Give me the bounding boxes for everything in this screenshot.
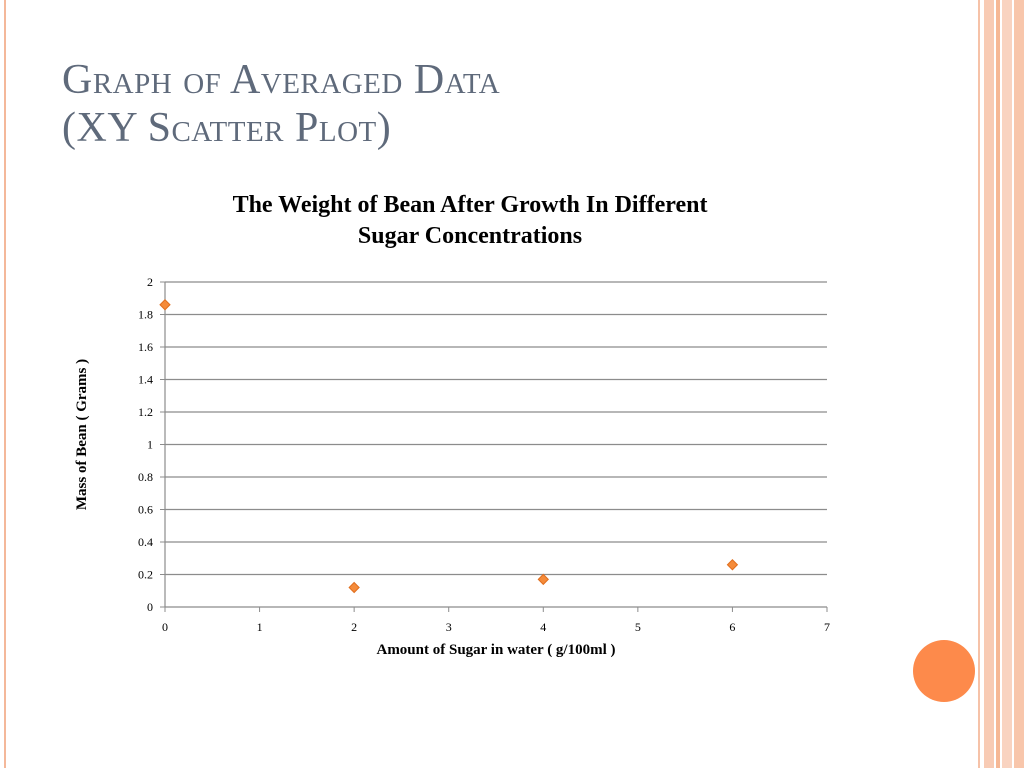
data-point	[537, 573, 549, 586]
y-tick-label: 1	[147, 438, 153, 452]
x-tick-label: 2	[351, 620, 357, 634]
right-decorative-stripes	[978, 0, 1024, 768]
slide-title-line-1: Graph of Averaged Data	[62, 57, 501, 103]
x-axis-label: Amount of Sugar in water ( g/100ml )	[376, 642, 615, 658]
data-point	[348, 581, 360, 594]
data-point	[159, 299, 171, 311]
y-tick-label: 0.2	[138, 568, 153, 582]
y-tick-label: 0	[147, 600, 153, 614]
y-tick-label: 1.4	[138, 373, 153, 387]
x-tick-label: 6	[729, 620, 735, 634]
x-tick-label: 3	[446, 620, 452, 634]
y-tick-label: 0.4	[138, 535, 153, 549]
y-tick-label: 0.8	[138, 470, 153, 484]
chart-title-line-2: Sugar Concentrations	[357, 223, 583, 249]
y-tick-label: 1.6	[138, 340, 153, 354]
x-tick-label: 4	[540, 620, 546, 634]
x-tick-label: 7	[824, 620, 830, 634]
y-tick-label: 0.6	[138, 503, 153, 517]
x-tick-label: 1	[257, 620, 263, 634]
chart-title-line-1: The Weight of Bean After Growth In Diffe…	[232, 192, 708, 218]
y-tick-label: 2	[147, 275, 153, 289]
slide-title-line-2: (XY Scatter Plot)	[62, 105, 392, 151]
y-axis-label: Mass of Bean ( Grams )	[74, 359, 90, 510]
data-point	[726, 559, 739, 571]
slide-title: Graph of Averaged Data (XY Scatter Plot)	[62, 56, 500, 152]
y-tick-label: 1.2	[138, 405, 153, 419]
chart-title: The Weight of Bean After Growth In Diffe…	[140, 190, 800, 252]
decorative-orange-circle	[913, 640, 975, 702]
x-tick-label: 5	[635, 620, 641, 634]
x-tick-label: 0	[162, 620, 168, 634]
y-tick-label: 1.8	[138, 308, 153, 322]
left-border	[4, 0, 6, 768]
